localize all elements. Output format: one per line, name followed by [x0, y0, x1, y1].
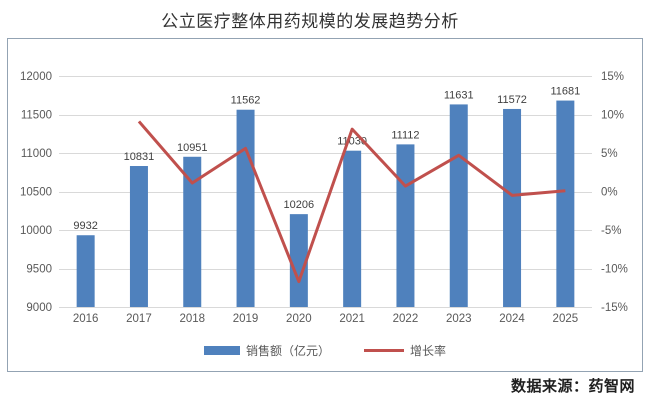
bar-2022	[396, 144, 415, 307]
bar-label-2024: 11572	[497, 94, 527, 106]
right-axis-labels: 15% 10% 5% 0% -5% -10% -15%	[601, 71, 628, 314]
left-axis-tick: 9000	[26, 302, 52, 314]
bar-2023	[449, 104, 468, 308]
legend-item-growth: 增长率	[364, 342, 446, 359]
growth-line	[137, 120, 566, 284]
legend-label-growth: 增长率	[410, 344, 447, 358]
bar-series-swatch	[203, 346, 240, 355]
x-axis-tick: 2023	[446, 313, 472, 325]
bar-2017	[129, 166, 148, 307]
x-axis-tick: 2019	[233, 313, 259, 325]
left-axis-tick: 11000	[21, 148, 52, 160]
x-axis-tick: 2021	[339, 313, 365, 325]
data-source-note: 数据来源：药智网	[510, 378, 635, 395]
bar-2024	[503, 108, 522, 308]
bar-label-2020: 10206	[284, 199, 315, 211]
bar-label-2023: 11631	[444, 89, 474, 101]
bar-2021	[343, 150, 362, 307]
bar-2025	[556, 100, 575, 307]
growth-rate-polyline	[137, 120, 566, 284]
left-axis-tick: 12000	[20, 71, 52, 83]
chart-title: 公立医疗整体用药规模的发展趋势分析	[161, 12, 459, 31]
chart-area: 12000 11500 11000 10500 10000 9500 9000 15% 10% 5…	[7, 38, 643, 372]
right-axis-tick: -10%	[601, 264, 628, 276]
bar-label-2017: 10831	[124, 151, 155, 163]
bar-label-2025: 11681	[550, 86, 580, 98]
chart-legend: 销售额（亿元） 增长率	[8, 342, 642, 359]
bar-2018	[183, 156, 202, 307]
x-axis-tick: 2020	[286, 313, 312, 325]
bar-label-2022: 11112	[391, 129, 419, 141]
x-axis-labels: 2016 2017 2018 2019 2020 2021 2022 2023 2024 2025	[73, 313, 578, 325]
left-axis-tick: 10000	[20, 225, 52, 237]
right-axis-tick: 15%	[601, 71, 624, 83]
right-axis-tick: -15%	[601, 302, 628, 314]
left-axis-tick: 10500	[20, 187, 52, 199]
right-axis-tick: -5%	[601, 225, 621, 237]
left-axis-tick: 11500	[21, 110, 52, 122]
x-axis-tick: 2022	[393, 313, 419, 325]
bar-2019	[236, 109, 255, 307]
left-axis-labels: 12000 11500 11000 10500 10000 9500 9000	[20, 71, 52, 314]
legend-label-sales: 销售额（亿元）	[245, 344, 330, 358]
bar-label-2016: 9932	[73, 220, 97, 232]
bar-2020	[289, 214, 308, 307]
legend-item-sales: 销售额（亿元）	[203, 342, 330, 359]
x-axis-tick: 2018	[179, 313, 205, 325]
x-axis-tick: 2024	[499, 313, 525, 325]
bar-label-2019: 11562	[231, 95, 261, 107]
x-axis-tick: 2025	[553, 313, 579, 325]
x-axis-tick: 2017	[126, 313, 152, 325]
bar-label-2018: 10951	[177, 142, 208, 154]
line-series-swatch	[364, 349, 404, 352]
right-axis-tick: 10%	[601, 110, 624, 122]
left-axis-tick: 9500	[26, 264, 52, 276]
combo-chart: 12000 11500 11000 10500 10000 9500 9000 15% 10% 5…	[20, 71, 628, 325]
x-axis-tick: 2016	[73, 313, 99, 325]
bar-2016	[76, 235, 95, 307]
right-axis-tick: 0%	[601, 187, 618, 199]
right-axis-tick: 5%	[601, 148, 618, 160]
